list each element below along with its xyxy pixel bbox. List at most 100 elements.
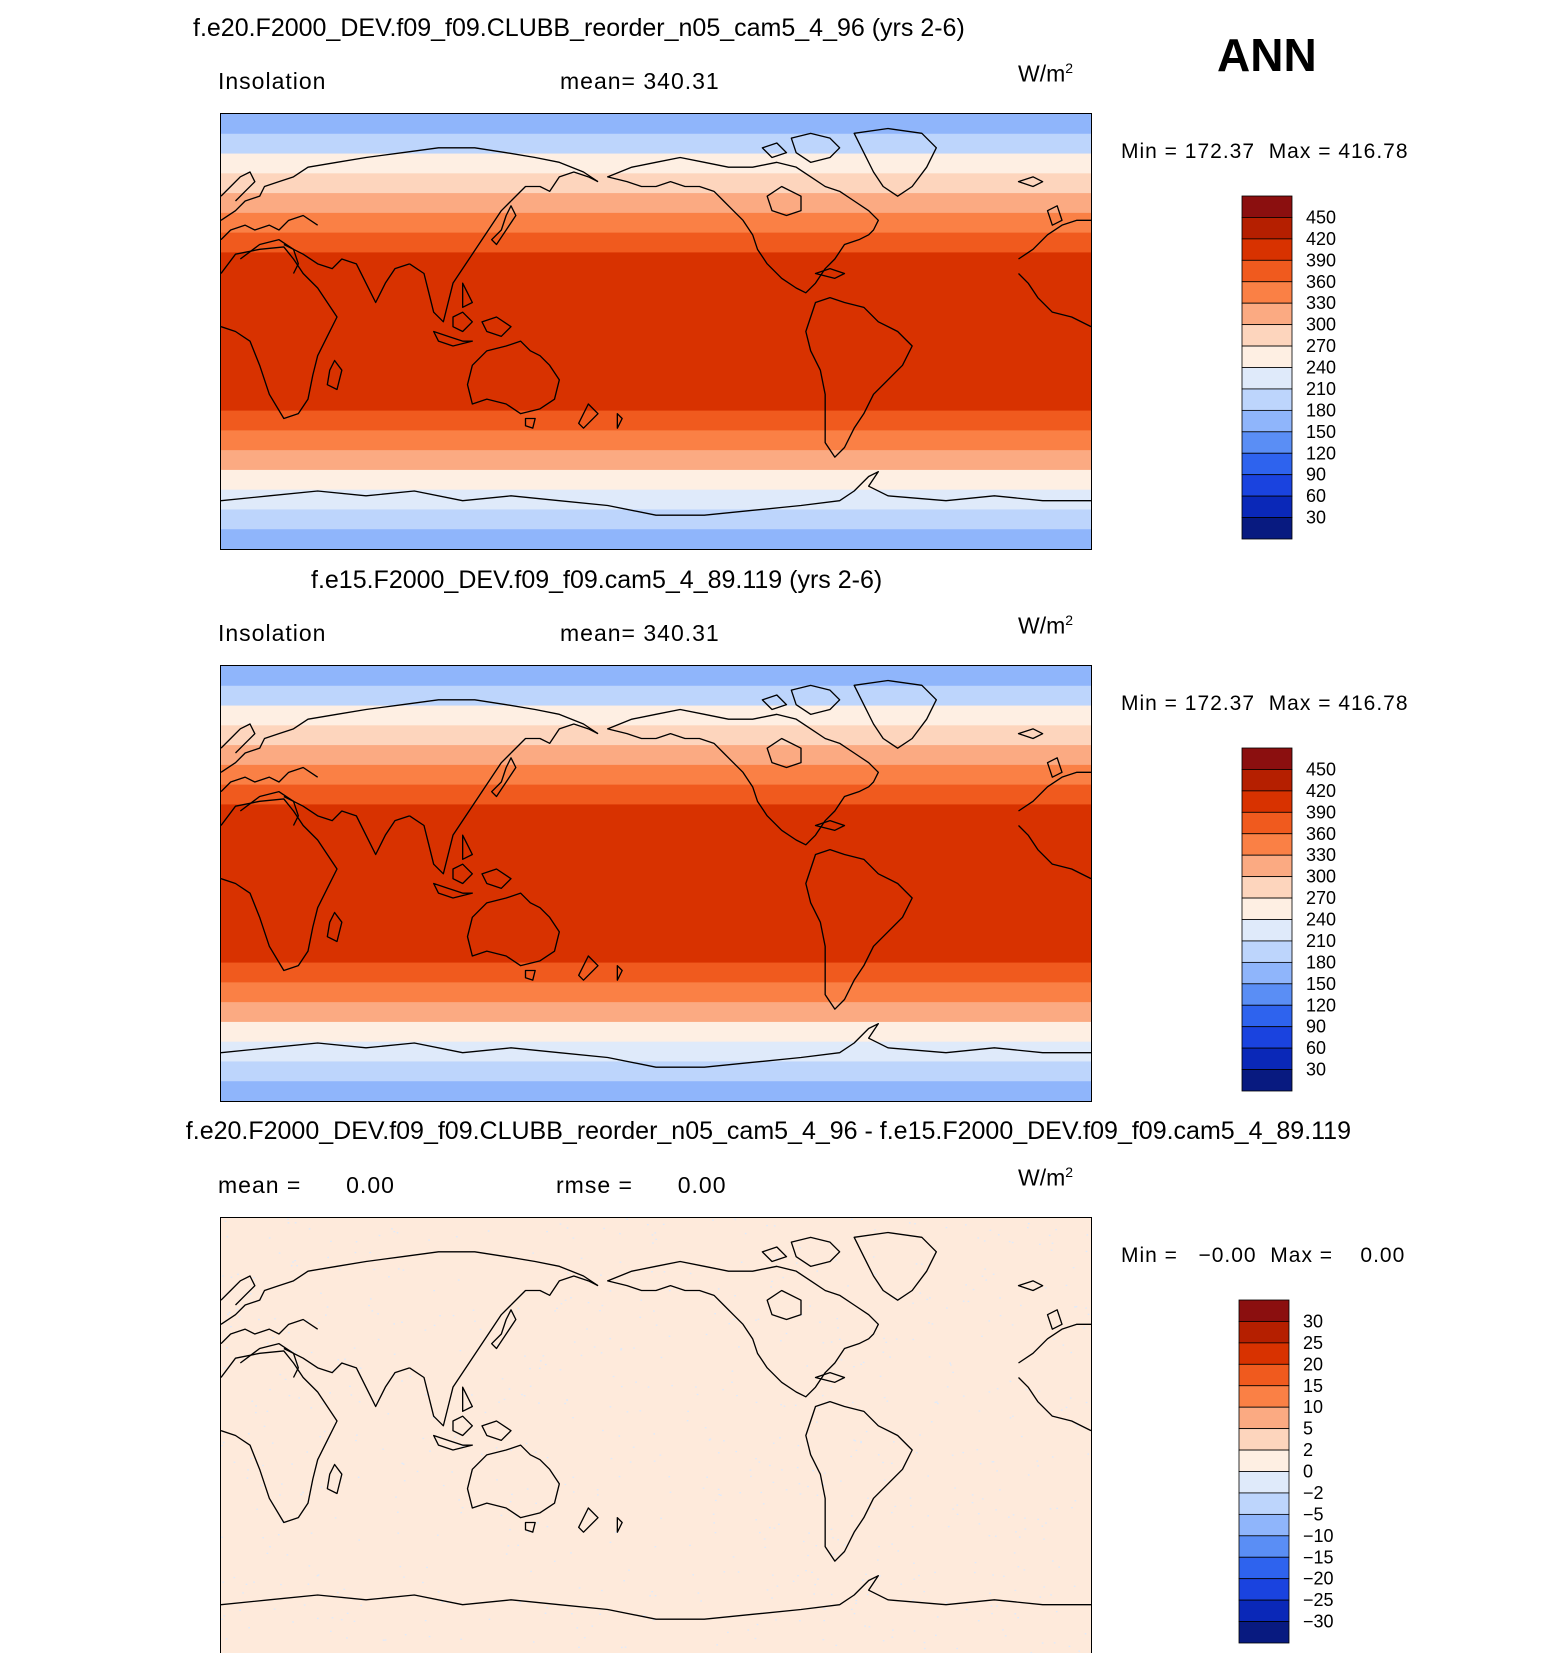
colorbar-tick-label: −10 [1303, 1526, 1334, 1546]
colorbar-tick-label: 180 [1306, 952, 1336, 972]
speckle [530, 1570, 532, 1573]
colorbar-box [1241, 409, 1293, 433]
speckle [619, 1261, 622, 1263]
speckle [996, 1470, 998, 1472]
speckle [397, 1268, 400, 1270]
speckle [337, 1359, 340, 1361]
speckle [424, 1619, 427, 1622]
speckle [458, 1499, 460, 1501]
speckle [775, 1619, 777, 1621]
panel2-minmax: Min = 172.37 Max = 416.78 [1121, 692, 1409, 716]
speckle [851, 1401, 854, 1404]
speckle [242, 1592, 244, 1594]
speckle [756, 1623, 759, 1626]
speckle [402, 1269, 405, 1271]
speckle [879, 1375, 882, 1377]
speckle [689, 1272, 692, 1275]
speckle [853, 1439, 855, 1441]
speckle [819, 1321, 821, 1323]
speckle [864, 1625, 866, 1627]
speckle [1027, 1222, 1030, 1225]
speckle [246, 1477, 249, 1479]
speckle [320, 1486, 323, 1488]
speckle [731, 1381, 733, 1383]
colorbar-tick-label: 450 [1306, 759, 1336, 779]
speckle [687, 1410, 689, 1413]
lat-band [221, 1061, 1091, 1082]
speckle [397, 1532, 400, 1534]
speckle [704, 1427, 707, 1429]
speckle [1078, 1650, 1081, 1652]
colorbar-box [1241, 940, 1293, 963]
speckle [995, 1509, 997, 1511]
speckle [508, 1388, 511, 1390]
speckle [814, 1583, 817, 1586]
speckle [978, 1523, 981, 1525]
panel3-mean: mean = 0.00 [218, 1172, 395, 1199]
speckle [992, 1461, 995, 1463]
speckle [818, 1406, 821, 1409]
speckle [1073, 1585, 1076, 1587]
lat-band [221, 1081, 1091, 1101]
speckle [402, 1463, 405, 1465]
speckle [428, 1635, 431, 1638]
speckle [965, 1608, 968, 1611]
colorbar-tick-label: 30 [1306, 1060, 1326, 1080]
speckle [628, 1569, 630, 1571]
speckle [1085, 1401, 1088, 1404]
speckle [338, 1268, 341, 1271]
panel2-colorbar: 450 420 390 360 330 300 270 240 210 180 150 120 90 60… [1241, 747, 1342, 1092]
speckle [535, 1502, 538, 1505]
panel3-map [220, 1217, 1092, 1653]
speckle [354, 1251, 357, 1254]
colorbar-tick-label: −2 [1303, 1483, 1324, 1503]
panel1-units: W/m2 [1018, 60, 1073, 88]
speckle [952, 1508, 954, 1510]
panel2-max-value: 416.78 [1338, 692, 1409, 715]
colorbar-box [1238, 1535, 1290, 1558]
speckle [318, 1322, 320, 1324]
speckle [639, 1316, 642, 1318]
speckle [709, 1438, 712, 1440]
speckle [837, 1327, 839, 1329]
speckle [797, 1444, 800, 1447]
speckle [248, 1627, 250, 1629]
speckle [807, 1485, 809, 1488]
colorbar-box [1238, 1471, 1290, 1494]
colorbar-box [1238, 1492, 1290, 1515]
speckle [702, 1487, 705, 1489]
colorbar-tick-label: 420 [1306, 229, 1336, 249]
speckle [639, 1410, 642, 1412]
speckle [737, 1571, 740, 1573]
speckle [484, 1411, 487, 1414]
speckle [572, 1237, 575, 1239]
speckle [651, 1591, 654, 1593]
speckle [619, 1232, 621, 1235]
speckle [255, 1411, 257, 1414]
speckle [496, 1479, 498, 1481]
colorbar-box [1241, 790, 1293, 813]
colorbar-box [1241, 324, 1293, 347]
lat-band [221, 863, 1091, 885]
panel2-mean: mean= 340.31 [560, 620, 720, 647]
speckle [926, 1298, 929, 1301]
speckle [763, 1538, 766, 1540]
speckle [1058, 1566, 1061, 1568]
speckle [331, 1369, 334, 1371]
colorbar-box [1241, 1026, 1293, 1049]
speckle [766, 1589, 769, 1591]
speckle [368, 1304, 370, 1307]
speckle [1071, 1507, 1073, 1509]
lat-band [221, 291, 1091, 313]
speckle [239, 1609, 241, 1611]
panel3-units-base: W/m [1018, 1164, 1066, 1191]
speckle [480, 1453, 483, 1455]
speckle [768, 1526, 771, 1529]
speckle [295, 1351, 297, 1353]
speckle [732, 1556, 735, 1558]
speckle [327, 1256, 330, 1259]
lat-band [221, 745, 1091, 766]
speckle [534, 1451, 537, 1453]
speckle [816, 1494, 819, 1496]
speckle [816, 1270, 819, 1272]
